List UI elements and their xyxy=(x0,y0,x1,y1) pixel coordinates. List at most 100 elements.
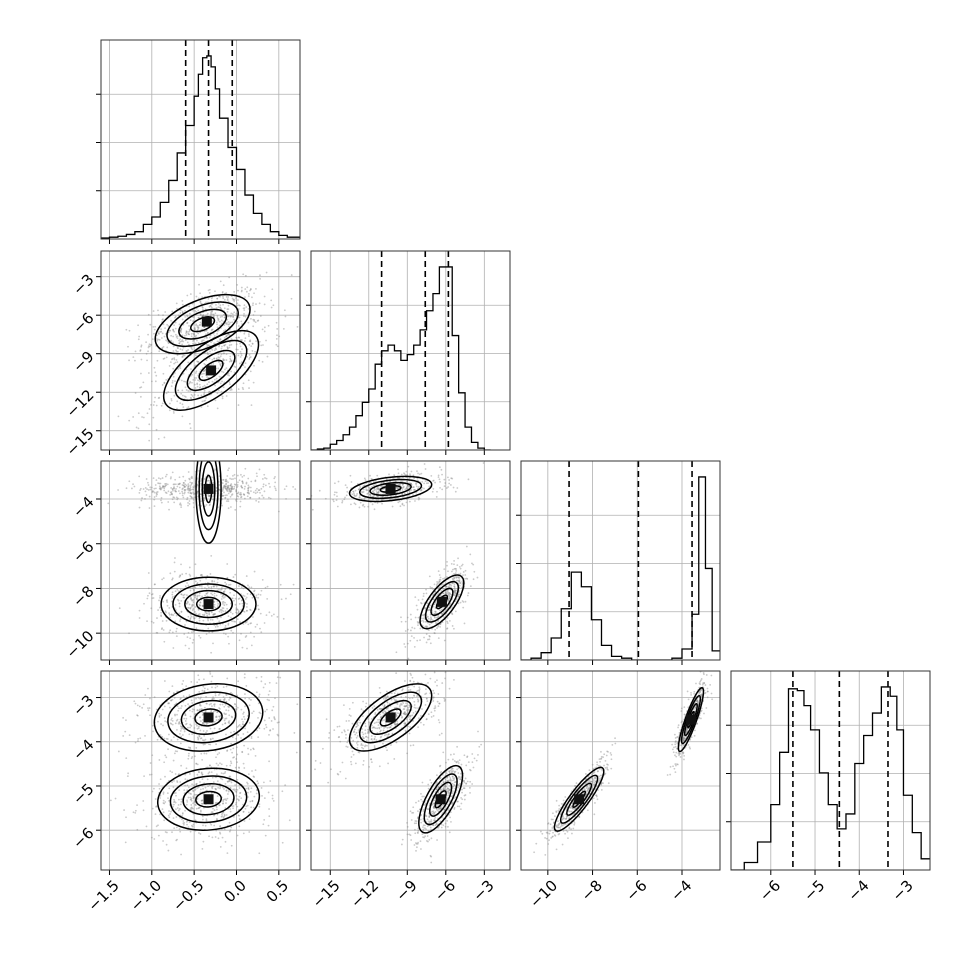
sample-point xyxy=(316,485,318,487)
sample-point xyxy=(243,309,246,311)
sample-point xyxy=(261,578,264,581)
sample-point xyxy=(172,412,175,414)
sample-point xyxy=(448,594,451,597)
sample-point xyxy=(429,586,432,588)
sample-point xyxy=(241,751,244,754)
sample-point xyxy=(399,704,402,706)
sample-point xyxy=(189,487,191,490)
panel-content xyxy=(101,251,300,450)
sample-point xyxy=(171,595,174,598)
sample-point xyxy=(371,490,374,493)
sample-point xyxy=(301,782,303,784)
sample-point xyxy=(139,350,142,352)
sample-point xyxy=(452,578,455,581)
sample-point xyxy=(196,598,198,600)
sample-point xyxy=(151,593,154,595)
sample-point xyxy=(422,621,425,623)
sample-point xyxy=(177,368,180,370)
sample-point xyxy=(165,484,168,487)
sample-point xyxy=(229,383,231,386)
sample-point xyxy=(208,357,211,360)
sample-point xyxy=(379,713,381,716)
sample-point xyxy=(265,271,268,274)
sample-point xyxy=(235,336,238,339)
sample-point xyxy=(224,626,227,629)
sample-point xyxy=(196,595,199,598)
sample-point xyxy=(459,582,462,585)
sample-point xyxy=(198,283,200,286)
sample-point xyxy=(216,340,219,343)
sample-point xyxy=(187,483,190,486)
sample-point xyxy=(248,722,251,724)
sample-point xyxy=(241,348,243,351)
sample-point xyxy=(236,834,239,837)
sample-point xyxy=(159,734,162,736)
sample-point xyxy=(179,722,181,725)
sample-point xyxy=(221,380,223,383)
sample-point xyxy=(203,478,206,480)
sample-point xyxy=(173,358,176,361)
sample-point xyxy=(208,631,211,634)
sample-point xyxy=(230,488,233,490)
sample-point xyxy=(390,692,393,695)
sample-point xyxy=(262,344,264,346)
sample-point xyxy=(168,613,171,616)
sample-point xyxy=(166,601,169,603)
sample-point xyxy=(117,750,120,753)
sample-point xyxy=(454,567,457,570)
sample-point xyxy=(207,289,210,292)
sample-point xyxy=(192,797,195,800)
sample-point xyxy=(417,498,420,501)
sample-point xyxy=(201,802,204,805)
sample-point xyxy=(127,772,130,775)
sample-point xyxy=(365,702,368,705)
sample-point xyxy=(253,310,256,313)
contour-level-0 xyxy=(153,683,264,752)
sample-point xyxy=(453,592,456,595)
sample-point xyxy=(176,807,179,809)
sample-point xyxy=(240,632,242,635)
sample-point xyxy=(200,482,203,485)
sample-point xyxy=(160,723,162,725)
sample-point xyxy=(136,714,139,717)
sample-point xyxy=(397,468,399,471)
sample-point xyxy=(411,676,414,679)
sample-point xyxy=(222,487,224,490)
panel-content xyxy=(101,461,318,660)
sample-point xyxy=(197,341,200,344)
sample-point xyxy=(247,484,250,487)
sample-point xyxy=(245,620,248,623)
sample-point xyxy=(189,617,192,619)
sample-point xyxy=(418,686,421,689)
sample-point xyxy=(186,799,188,802)
sample-point xyxy=(429,616,432,619)
sample-point xyxy=(187,485,190,488)
sample-point xyxy=(251,799,254,802)
sample-point xyxy=(448,482,451,485)
sample-point xyxy=(155,404,158,407)
sample-point xyxy=(213,705,216,707)
sample-point xyxy=(210,300,213,302)
sample-point xyxy=(407,484,410,487)
sample-point xyxy=(147,709,150,712)
sample-point xyxy=(238,316,241,319)
sample-point xyxy=(190,598,193,601)
sample-point xyxy=(227,308,230,311)
sample-point xyxy=(124,730,127,733)
sample-point xyxy=(242,810,245,813)
sample-point xyxy=(191,481,193,484)
sample-point xyxy=(259,612,262,615)
sample-point xyxy=(197,327,200,330)
sample-point xyxy=(249,289,251,292)
sample-point xyxy=(260,680,263,683)
sample-point xyxy=(164,484,167,487)
sample-point xyxy=(227,481,229,484)
sample-point xyxy=(151,790,154,793)
sample-point xyxy=(410,635,413,637)
sample-point xyxy=(371,707,374,709)
sample-point xyxy=(231,620,234,623)
sample-point xyxy=(453,563,455,566)
sample-point xyxy=(162,323,165,326)
sample-point xyxy=(228,360,231,363)
sample-point xyxy=(438,478,441,481)
